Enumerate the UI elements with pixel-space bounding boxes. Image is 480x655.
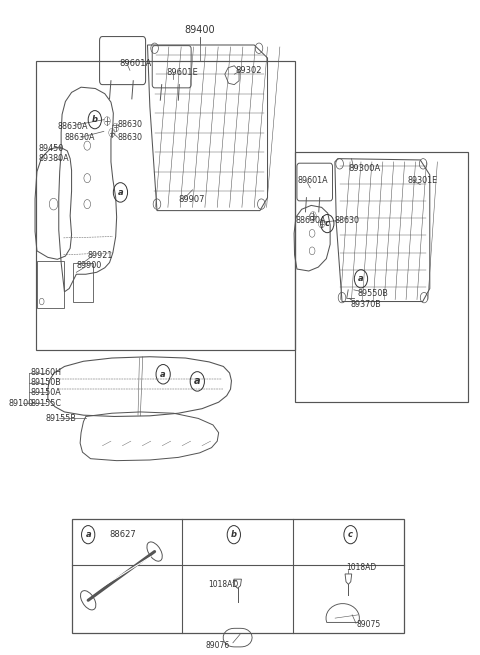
Text: b: b: [231, 530, 237, 539]
Text: 88630A: 88630A: [64, 133, 95, 141]
Text: 89155C: 89155C: [30, 399, 61, 408]
Text: 89900: 89900: [76, 261, 102, 271]
Text: 89601A: 89601A: [298, 176, 328, 185]
Text: 88630A: 88630A: [57, 122, 88, 130]
Text: 88630: 88630: [118, 133, 143, 141]
Text: 89302: 89302: [235, 66, 262, 75]
Text: 88630: 88630: [335, 216, 360, 225]
Text: 1018AD: 1018AD: [346, 563, 376, 572]
Text: a: a: [358, 274, 364, 284]
Text: 89100: 89100: [9, 399, 34, 408]
Text: 89370B: 89370B: [350, 300, 381, 309]
Text: a: a: [85, 530, 91, 539]
Text: 1018AD: 1018AD: [208, 580, 239, 589]
Text: 89300A: 89300A: [348, 164, 381, 173]
Text: 89301E: 89301E: [407, 176, 437, 185]
Text: 89550B: 89550B: [358, 289, 388, 297]
Text: c: c: [348, 530, 353, 539]
Text: 88630A: 88630A: [296, 216, 326, 225]
Text: 89450: 89450: [38, 143, 64, 153]
Text: 88627: 88627: [109, 530, 136, 539]
Text: 89601A: 89601A: [119, 60, 151, 68]
Text: b: b: [92, 115, 98, 124]
Text: c: c: [325, 219, 330, 228]
Text: 89150B: 89150B: [30, 378, 61, 387]
Text: a: a: [118, 188, 123, 197]
Text: 89601E: 89601E: [167, 67, 198, 77]
Text: 89160H: 89160H: [30, 369, 61, 377]
Text: 89400: 89400: [184, 25, 215, 35]
Text: 89150A: 89150A: [30, 388, 61, 397]
Text: 88630: 88630: [118, 121, 143, 130]
Text: a: a: [194, 377, 201, 386]
Text: 89907: 89907: [179, 195, 205, 204]
Text: 89076: 89076: [205, 641, 229, 650]
Text: 89921: 89921: [87, 251, 113, 260]
Text: 89075: 89075: [357, 620, 381, 629]
Text: a: a: [160, 370, 166, 379]
Text: 89155B: 89155B: [46, 414, 76, 423]
Text: 89380A: 89380A: [38, 154, 69, 163]
